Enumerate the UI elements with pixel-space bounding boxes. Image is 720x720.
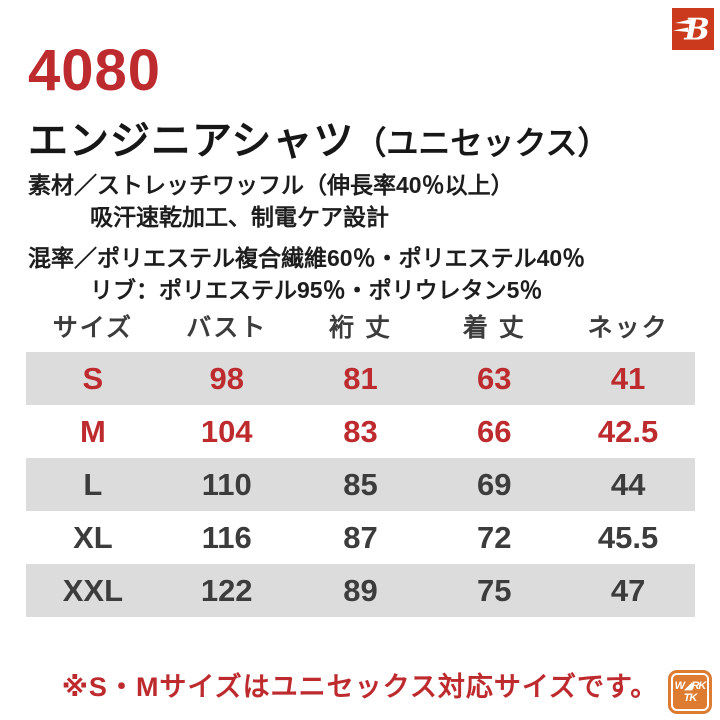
cell-sleeve: 87 <box>343 519 378 555</box>
cell-neck: 42.5 <box>597 413 659 449</box>
worktk-line-2: TK <box>683 692 698 704</box>
size-table-header-row: サイズ バスト 裄 丈 着 丈 ネック <box>26 299 695 352</box>
spec-text-block: 素材／ストレッチワッフル（伸長率40％以上） 吸汗速乾加工、制電ケア設計 混率／… <box>28 169 585 306</box>
product-name-main: エンジニアシャツ <box>28 119 355 163</box>
cell-length: 72 <box>477 519 512 555</box>
cell-bust: 104 <box>200 413 253 449</box>
cell-neck: 41 <box>610 360 646 396</box>
cell-length: 69 <box>477 466 512 502</box>
cell-sleeve: 83 <box>343 413 378 449</box>
product-name-sub: （ユニセックス） <box>354 125 610 161</box>
worktk-line-1: W◢RK <box>674 680 707 692</box>
cell-size: L <box>83 466 103 502</box>
col-header-size: サイズ <box>52 313 134 342</box>
brand-b-icon: B <box>672 8 714 50</box>
cell-length: 66 <box>477 413 512 449</box>
cell-neck: 45.5 <box>597 519 659 555</box>
size-table: サイズ バスト 裄 丈 着 丈 ネック S 98 81 63 41 M 104 … <box>26 299 695 617</box>
table-row-m: M 104 83 66 42.5 <box>26 405 695 458</box>
svg-text:B: B <box>683 13 709 48</box>
worktk-logo-icon: W◢RK TK <box>668 670 712 714</box>
cell-neck: 44 <box>610 466 646 502</box>
col-header-sleeve: 裄 丈 <box>329 313 392 342</box>
cell-sleeve: 89 <box>343 572 378 608</box>
blend-line-1: 混率／ポリエステル複合繊維60％・ポリエステル40％ <box>28 245 586 271</box>
col-header-neck: ネック <box>587 313 669 342</box>
cell-sleeve: 85 <box>343 466 378 502</box>
col-header-length: 着 丈 <box>462 313 526 342</box>
worktk-logo-text: W◢RK TK <box>671 673 709 711</box>
cell-size: M <box>79 413 106 449</box>
cell-length: 75 <box>477 572 512 608</box>
cell-sleeve: 81 <box>343 360 378 396</box>
cell-bust: 110 <box>201 466 252 502</box>
cell-neck: 47 <box>610 572 646 608</box>
table-row-xl: XL 116 87 72 45.5 <box>26 511 695 564</box>
cell-bust: 116 <box>201 519 252 555</box>
table-row-l: L 110 85 69 44 <box>26 458 695 511</box>
table-row-xxl: XXL 122 89 75 47 <box>26 564 695 617</box>
cell-size: XXL <box>62 572 124 608</box>
cell-bust: 122 <box>200 572 253 608</box>
table-row-s: S 98 81 63 41 <box>26 352 695 405</box>
cell-length: 63 <box>477 360 512 396</box>
cell-size: XL <box>73 519 113 555</box>
product-title: エンジニアシャツ（ユニセックス） <box>28 108 609 166</box>
material-line-2: 吸汗速乾加工、制電ケア設計 <box>90 204 389 230</box>
brand-logo-icon: B <box>672 8 714 50</box>
material-line-1: 素材／ストレッチワッフル（伸長率40％以上） <box>28 172 514 198</box>
cell-bust: 98 <box>209 360 244 396</box>
cell-size: S <box>82 360 104 396</box>
product-code: 4080 <box>28 38 162 103</box>
blend-line-2: リブ：ポリエステル95％・ポリウレタン5％ <box>90 277 543 303</box>
col-header-bust: バスト <box>186 313 268 342</box>
unisex-size-note: ※S・Mサイズはユニセックス対応サイズです。 <box>61 672 659 702</box>
